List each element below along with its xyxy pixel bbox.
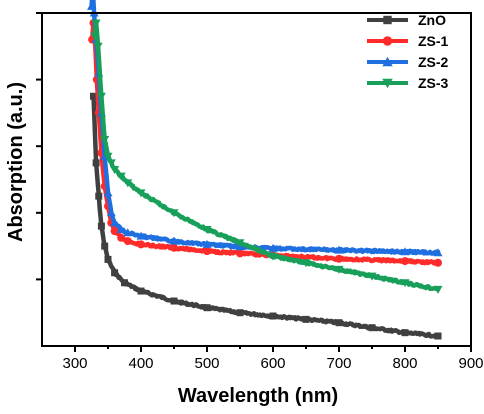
data-point-zs-3 xyxy=(90,32,100,41)
legend-label-zs-3: ZS-3 xyxy=(418,75,449,91)
data-point-zno xyxy=(401,329,409,337)
x-tick-label-600: 600 xyxy=(260,355,285,372)
data-point-zs-1 xyxy=(110,227,119,236)
plot-frame xyxy=(41,12,472,347)
legend-marker-zno xyxy=(383,15,392,25)
data-point-zs-3 xyxy=(110,166,120,175)
data-point-zno xyxy=(368,324,376,332)
data-point-zs-2 xyxy=(87,1,96,10)
plot-lines xyxy=(87,0,443,340)
data-point-zs-3 xyxy=(93,42,103,51)
data-point-zno xyxy=(170,297,178,305)
data-point-zs-1 xyxy=(137,240,145,249)
data-point-zs-1 xyxy=(123,237,132,246)
data-point-zs-3 xyxy=(334,265,344,274)
data-point-zs-3 xyxy=(202,225,212,234)
data-point-zs-3 xyxy=(433,285,443,294)
data-point-zs-3 xyxy=(106,159,116,168)
data-point-zno xyxy=(89,92,97,100)
data-point-zs-2 xyxy=(169,236,179,245)
data-point-zs-2 xyxy=(400,247,410,256)
x-tick-label-500: 500 xyxy=(194,355,219,372)
data-point-zno xyxy=(104,255,112,263)
data-point-zs-1 xyxy=(203,247,211,256)
x-tick-label-900: 900 xyxy=(458,355,483,372)
data-point-zs-3 xyxy=(301,259,311,268)
data-point-zno xyxy=(269,312,277,320)
data-point-zs-2 xyxy=(116,224,126,233)
data-point-zno xyxy=(434,332,442,340)
data-point-zs-3 xyxy=(136,189,146,198)
data-point-zs-3 xyxy=(91,19,101,28)
data-point-zs-2 xyxy=(433,248,443,257)
data-point-zno xyxy=(236,309,244,317)
data-point-zs-2 xyxy=(136,231,146,240)
data-point-zs-3 xyxy=(123,179,133,188)
x-tick-label-300: 300 xyxy=(62,355,87,372)
axes: 300 400 500 600 700 800 900 xyxy=(36,12,484,372)
data-point-zs-3 xyxy=(116,172,126,181)
data-point-zs-1 xyxy=(236,249,244,258)
legend-marker-zs-3 xyxy=(382,78,393,89)
data-point-zs-3 xyxy=(103,152,113,161)
legend: ZnO ZS-1 ZS-2 ZS-3 xyxy=(367,12,449,91)
y-axis-title: Absorption (a.u.) xyxy=(5,82,27,242)
data-point-zno xyxy=(95,192,103,200)
data-point-zs-2 xyxy=(268,243,278,252)
series-line-zs-2 xyxy=(89,0,441,256)
legend-marker-zs-2 xyxy=(382,56,393,67)
data-point-zs-2 xyxy=(103,188,113,197)
legend-label-zs-2: ZS-2 xyxy=(418,54,449,70)
data-point-zs-1 xyxy=(117,233,126,242)
series-line-zs-1 xyxy=(89,20,441,266)
data-point-zno xyxy=(121,279,128,287)
data-point-zno xyxy=(302,315,310,323)
data-point-zs-1 xyxy=(434,258,442,267)
data-point-zno xyxy=(97,222,105,230)
data-point-zs-3 xyxy=(268,252,278,261)
data-point-zs-1 xyxy=(170,243,178,252)
data-point-zno xyxy=(137,287,145,295)
data-point-zno xyxy=(101,242,109,250)
data-point-zno xyxy=(203,304,211,312)
data-point-zno xyxy=(92,159,100,167)
data-point-zs-3 xyxy=(235,239,245,248)
series-line-zno xyxy=(91,93,441,339)
series-line-zs-3 xyxy=(92,19,441,292)
data-point-zs-2 xyxy=(123,228,133,237)
x-axis-title: Wavelength (nm) xyxy=(178,385,338,407)
legend-marker-zs-1 xyxy=(382,36,393,46)
legend-label-zno: ZnO xyxy=(418,12,446,28)
x-tick-label-700: 700 xyxy=(326,355,351,372)
data-point-zs-2 xyxy=(106,208,116,217)
data-point-zs-3 xyxy=(169,209,179,218)
data-point-zno xyxy=(111,269,119,277)
data-point-zs-2 xyxy=(110,218,120,227)
data-point-zs-3 xyxy=(367,272,377,281)
data-point-zs-3 xyxy=(400,279,410,288)
data-point-zs-1 xyxy=(401,257,409,266)
data-point-zs-2 xyxy=(202,239,212,248)
data-point-zs-2 xyxy=(334,245,344,254)
legend-label-zs-1: ZS-1 xyxy=(418,33,449,49)
x-tick-label-800: 800 xyxy=(392,355,417,372)
data-point-zs-3 xyxy=(96,92,106,101)
data-point-zs-1 xyxy=(335,254,343,263)
x-tick-label-400: 400 xyxy=(128,355,153,372)
data-point-zs-3 xyxy=(100,136,110,145)
data-point-zno xyxy=(335,319,343,327)
